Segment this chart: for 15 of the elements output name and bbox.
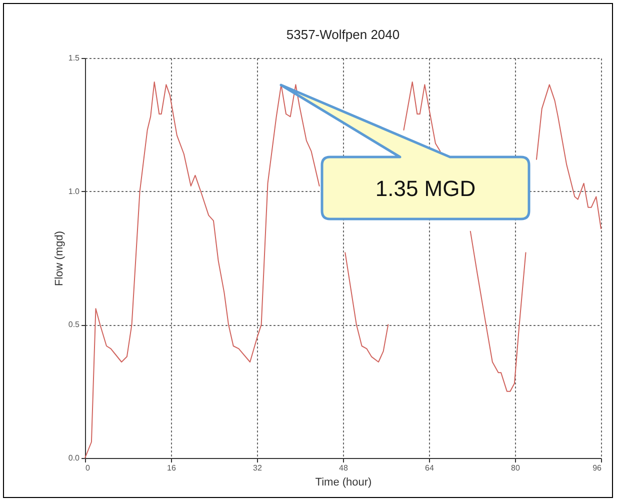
x-tick-label: 16 bbox=[167, 464, 176, 472]
y-tick-label: 0.0 bbox=[68, 454, 80, 462]
y-tick-label: 1.0 bbox=[68, 186, 80, 196]
x-tick-label: 80 bbox=[511, 464, 520, 472]
x-tick-label: 48 bbox=[339, 464, 348, 472]
x-tick-label: 96 bbox=[592, 464, 602, 472]
y-tick-label: 1.5 bbox=[68, 54, 80, 62]
y-tick-label: 0.5 bbox=[68, 320, 80, 330]
x-axis-title: Time (hour) bbox=[315, 476, 372, 488]
chart-title: 5357-Wolfpen 2040 bbox=[286, 27, 400, 42]
x-tick-label: 0 bbox=[86, 464, 90, 472]
x-tick-label: 64 bbox=[425, 464, 434, 472]
x-tick-label: 32 bbox=[253, 464, 262, 472]
y-axis-title: Flow (mgd) bbox=[53, 230, 66, 286]
annotation: 1.35 MGD bbox=[375, 176, 476, 201]
